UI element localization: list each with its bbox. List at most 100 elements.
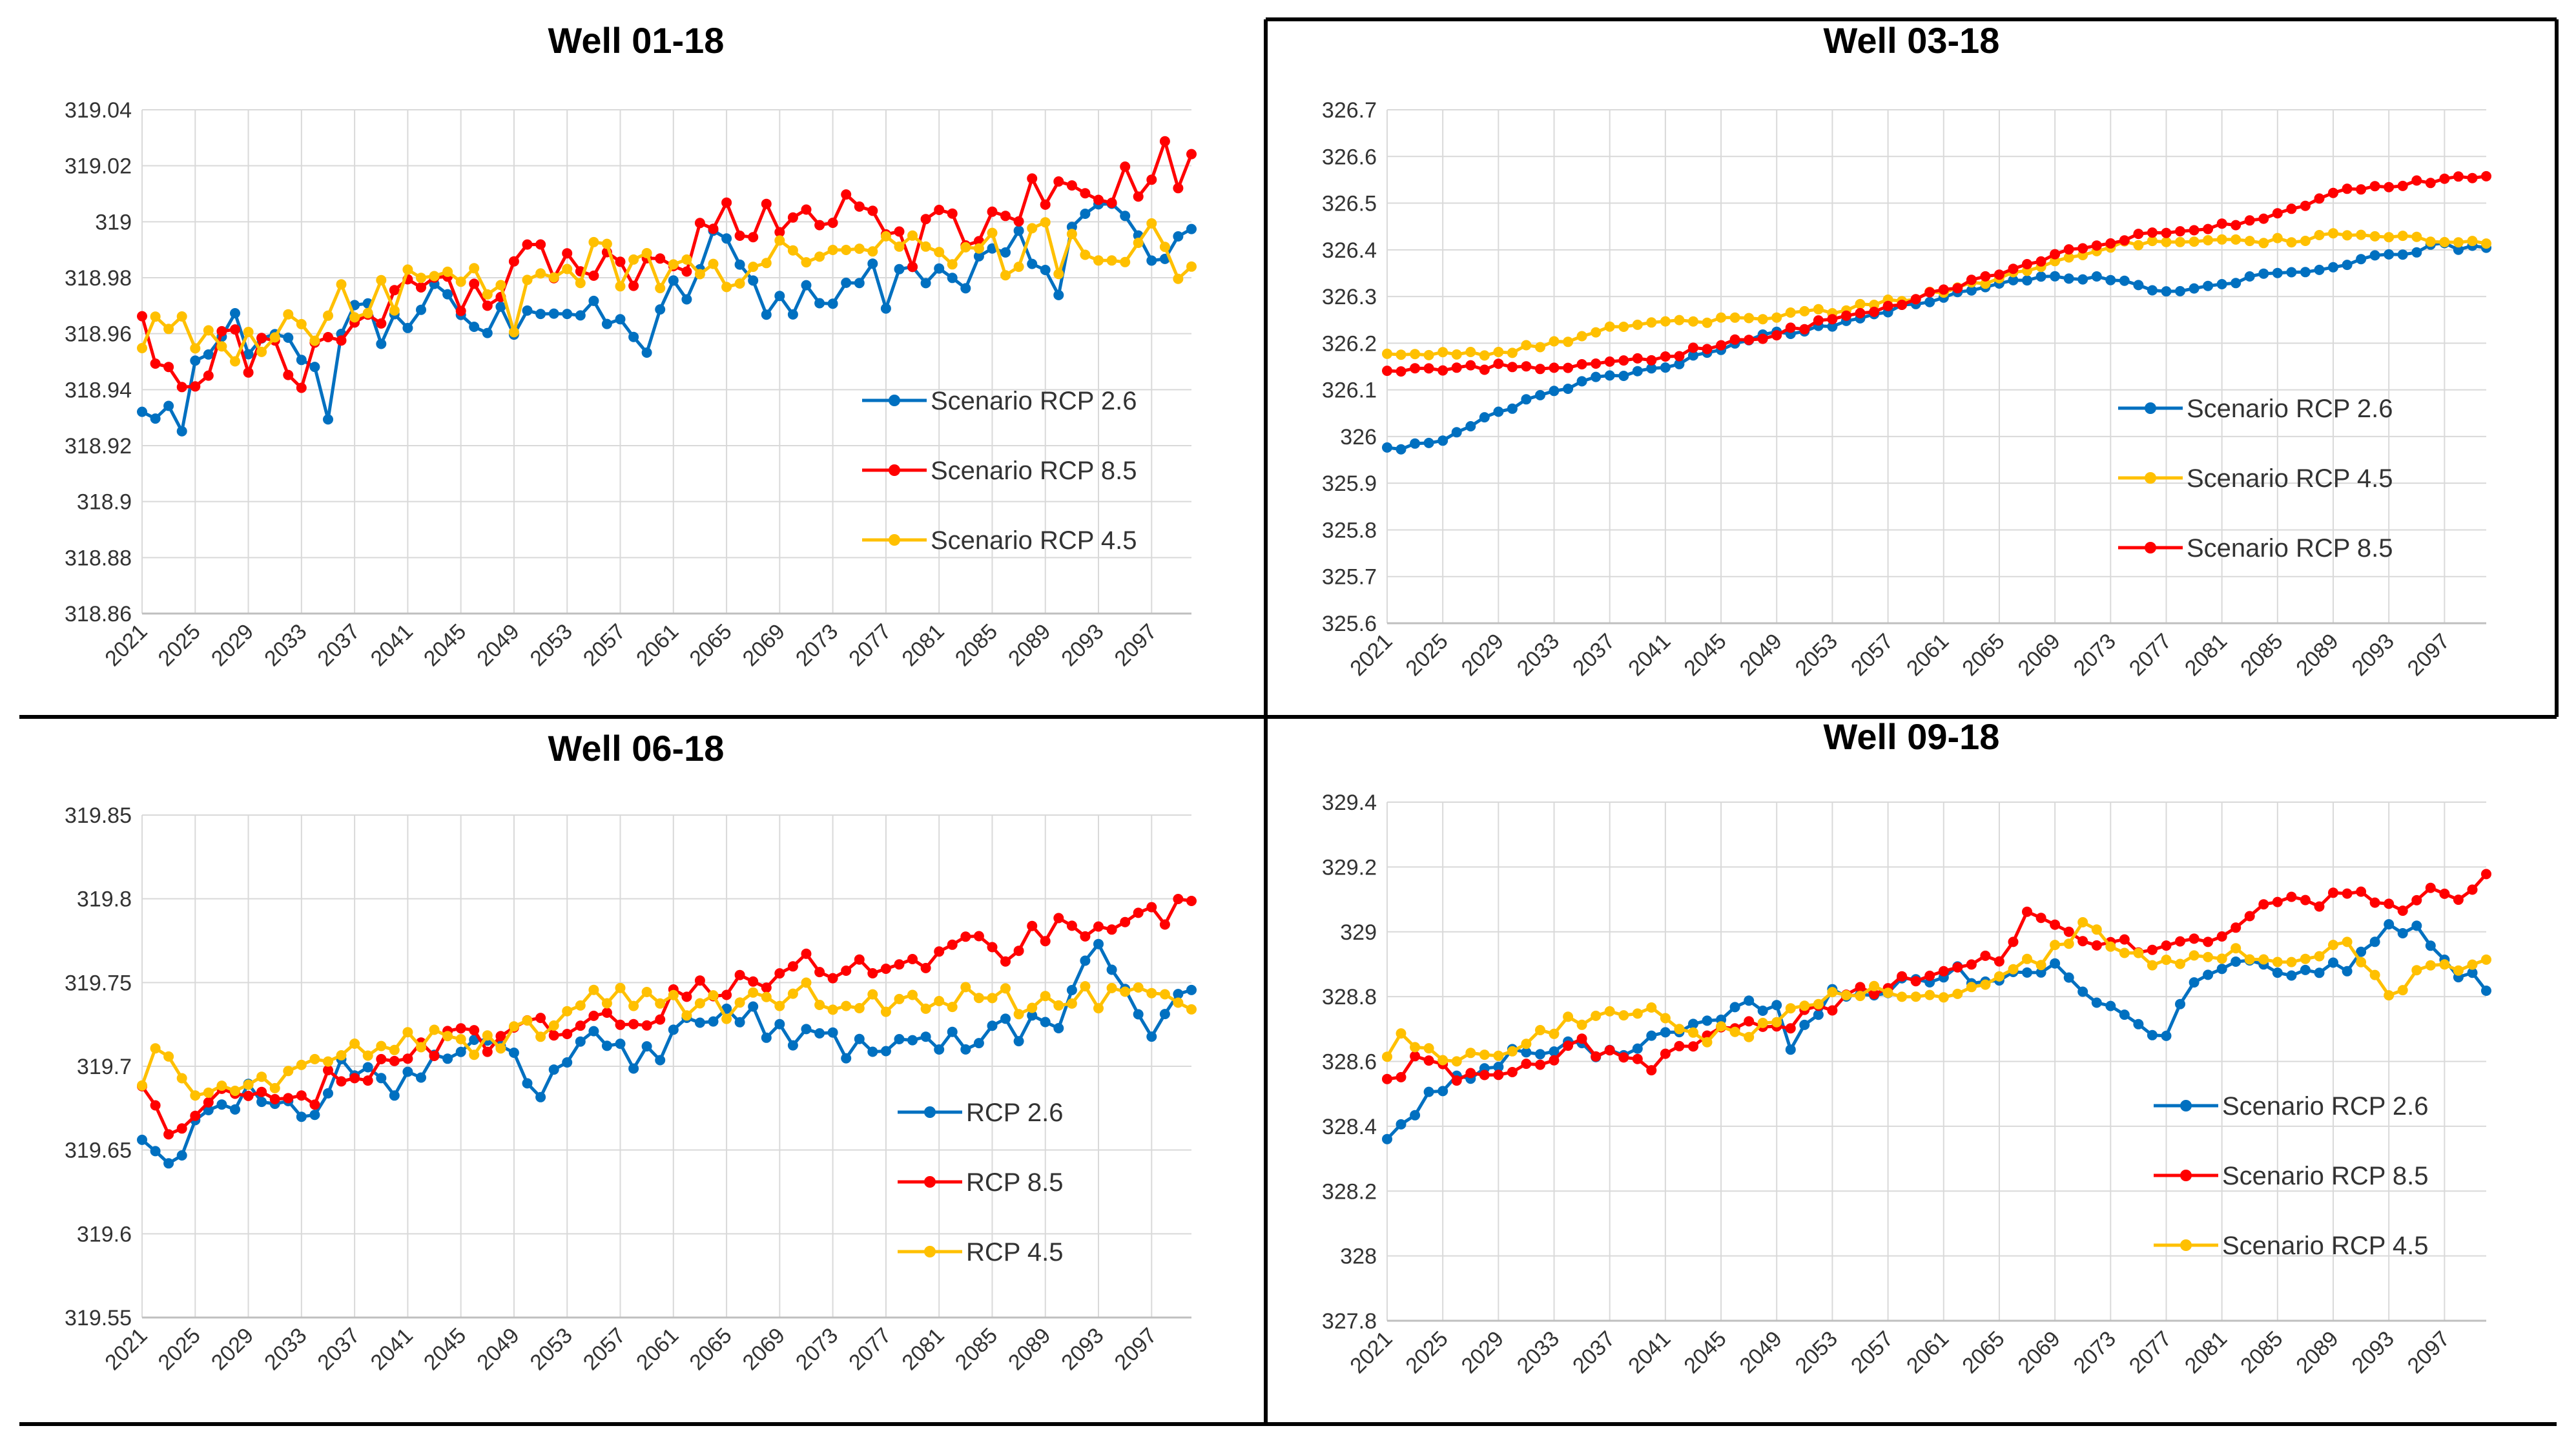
data-point <box>2300 964 2311 975</box>
data-point <box>960 1044 971 1055</box>
x-tick-label: 2077 <box>2125 629 2176 681</box>
data-point <box>2411 175 2422 186</box>
data-point <box>2356 956 2367 967</box>
data-point <box>508 1048 519 1058</box>
data-point <box>2133 229 2144 240</box>
data-point <box>721 282 732 293</box>
data-point <box>442 289 453 300</box>
x-tick-label: 2089 <box>2291 1327 2343 1378</box>
data-point <box>2216 953 2227 964</box>
legend-marker <box>2145 472 2156 484</box>
y-tick-label: 325.9 <box>1322 471 1377 496</box>
data-point <box>1813 304 1824 315</box>
data-point <box>1632 319 1643 330</box>
data-point <box>1027 258 1038 269</box>
data-point <box>455 1034 466 1044</box>
y-tick-label: 319.85 <box>65 803 132 828</box>
data-point <box>1027 920 1038 931</box>
data-point <box>429 271 440 282</box>
x-tick-label: 2065 <box>685 619 736 671</box>
data-point <box>628 254 639 265</box>
data-point <box>402 264 413 275</box>
legend-label: Scenario RCP 4.5 <box>931 526 1137 555</box>
data-point <box>362 307 373 318</box>
data-point <box>827 973 838 984</box>
x-tick-label: 2057 <box>1846 1327 1898 1378</box>
x-tick-label: 2097 <box>2403 629 2455 681</box>
chart-svg: Well 03-18 325.6 325.7 325.8 325.9 326 326.1 32… <box>1322 20 2491 681</box>
y-tick-label: 328.6 <box>1322 1050 1377 1075</box>
data-point <box>2189 950 2200 961</box>
data-point <box>787 961 798 972</box>
data-point <box>1882 300 1893 311</box>
data-point <box>2356 229 2367 240</box>
data-point <box>655 304 666 315</box>
data-point <box>1465 360 1476 371</box>
data-point <box>163 362 174 373</box>
data-point <box>2091 940 2102 951</box>
data-point <box>1757 1017 1768 1028</box>
data-point <box>442 1053 453 1064</box>
data-point <box>2328 187 2338 198</box>
data-point <box>1591 358 1602 369</box>
data-point <box>455 1046 466 1057</box>
data-point <box>2216 234 2227 245</box>
data-point <box>2356 254 2367 265</box>
data-point <box>1535 389 1545 400</box>
data-point <box>854 243 865 254</box>
data-point <box>2008 936 2019 947</box>
data-point <box>522 274 533 285</box>
data-point <box>801 977 812 988</box>
data-point <box>2022 259 2032 269</box>
data-point <box>508 327 519 338</box>
data-point <box>1563 362 1574 373</box>
x-tick-label: 2037 <box>1568 1327 1620 1378</box>
data-point <box>2314 264 2325 275</box>
data-point <box>522 305 533 316</box>
legend-label: Scenario RCP 8.5 <box>2187 534 2393 563</box>
data-point <box>256 333 267 344</box>
data-point <box>1702 1015 1713 1026</box>
x-tick-label: 2069 <box>2013 1327 2065 1378</box>
x-tick-label: 2061 <box>1902 629 1953 681</box>
x-tick-label: 2069 <box>738 619 790 671</box>
data-point <box>416 282 426 293</box>
data-point <box>1660 362 1671 373</box>
data-point <box>2119 934 2130 945</box>
x-tick-label: 2061 <box>632 1323 683 1375</box>
data-point <box>2050 958 2061 969</box>
data-point <box>880 231 891 242</box>
x-tick-label: 2073 <box>791 619 843 671</box>
legend-label: Scenario RCP 8.5 <box>931 457 1137 485</box>
data-point <box>2147 960 2158 971</box>
x-tick-label: 2089 <box>1004 619 1055 671</box>
x-tick-label: 2093 <box>1056 1323 1108 1375</box>
data-point <box>947 273 958 284</box>
chart-svg: Well 09-18 327.8 328 328.2 328.4 328.6 328.8 32… <box>1322 716 2491 1378</box>
legend-label: RCP 8.5 <box>966 1168 1063 1197</box>
data-point <box>2203 936 2214 947</box>
data-point <box>1924 989 1935 1000</box>
data-point <box>734 278 745 289</box>
data-point <box>309 335 320 346</box>
data-point <box>2161 286 2172 297</box>
data-point <box>495 280 506 291</box>
data-point <box>1013 1009 1024 1020</box>
data-point <box>1771 1017 1782 1028</box>
data-point <box>2272 956 2283 967</box>
data-point <box>827 1004 838 1015</box>
x-tick-label: 2029 <box>207 1323 258 1375</box>
data-point <box>1437 365 1448 376</box>
y-tick-label: 319.7 <box>77 1055 132 1079</box>
data-point <box>1882 987 1893 998</box>
data-point <box>1799 324 1810 335</box>
data-point <box>1827 1005 1838 1016</box>
data-point <box>1576 376 1587 387</box>
data-point <box>1521 394 1532 405</box>
legend-marker <box>889 464 900 476</box>
data-point <box>1027 1010 1038 1021</box>
data-point <box>721 233 732 244</box>
data-point <box>296 355 307 366</box>
data-point <box>1591 1051 1602 1062</box>
y-tick-label: 319 <box>95 210 132 234</box>
